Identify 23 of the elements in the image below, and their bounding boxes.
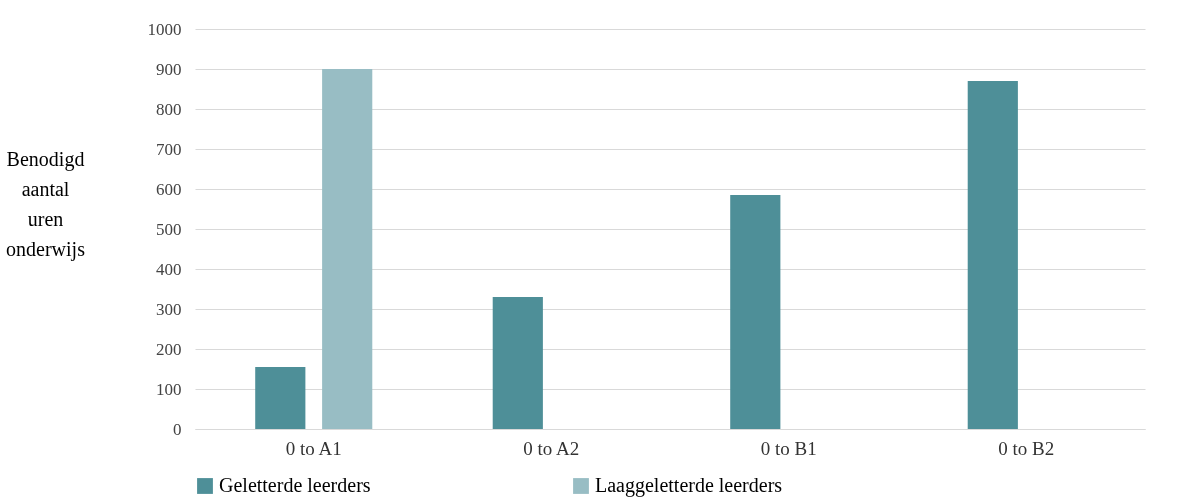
y-tick-label: 0: [173, 419, 182, 439]
x-tick-label: 0 to B2: [998, 437, 1055, 459]
bar: [322, 69, 373, 429]
y-tick-label: 600: [156, 179, 182, 199]
x-tick-label: 0 to A1: [285, 437, 342, 459]
x-tick-label: 0 to A2: [523, 437, 580, 459]
y-tick-label: 700: [156, 139, 182, 159]
y-tick-label: 200: [156, 339, 182, 359]
y-tick-label: 400: [156, 259, 182, 279]
bar: [730, 195, 781, 429]
bar: [967, 81, 1018, 429]
x-tick-label: 0 to B1: [760, 437, 817, 459]
legend-label: Laaggeletterde leerders: [595, 474, 783, 497]
legend-label: Geletterde leerders: [219, 474, 371, 496]
y-tick-label: 900: [156, 59, 182, 79]
y-tick-label: 1000: [147, 19, 182, 39]
bar: [492, 297, 543, 429]
y-tick-label: 500: [156, 219, 182, 239]
y-tick-label: 800: [156, 99, 182, 119]
y-tick-label: 100: [156, 379, 182, 399]
bar: [255, 367, 306, 429]
y-tick-label: 300: [156, 299, 182, 319]
y-axis-title: Benodigd aantal uren onderwijs: [6, 147, 86, 261]
